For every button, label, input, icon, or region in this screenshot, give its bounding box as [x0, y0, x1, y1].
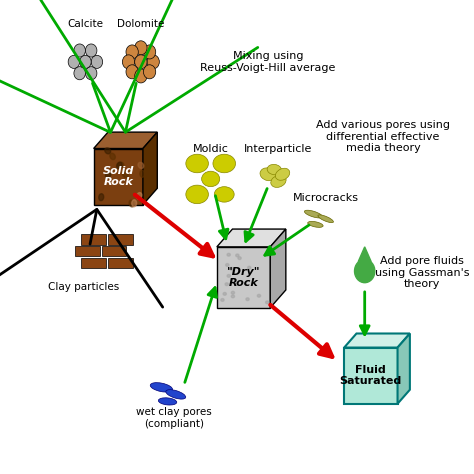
Ellipse shape	[231, 295, 235, 298]
Text: Microcracks: Microcracks	[292, 193, 359, 203]
Circle shape	[135, 55, 147, 69]
Ellipse shape	[226, 264, 229, 266]
Polygon shape	[217, 247, 270, 308]
Ellipse shape	[308, 221, 323, 228]
Text: Dolomite: Dolomite	[117, 19, 164, 29]
Ellipse shape	[221, 299, 224, 301]
FancyBboxPatch shape	[108, 234, 133, 245]
Ellipse shape	[137, 192, 142, 199]
Text: Add pore fluids
using Gassman's
theory: Add pore fluids using Gassman's theory	[375, 256, 469, 289]
Circle shape	[135, 69, 147, 83]
Circle shape	[74, 67, 85, 80]
Ellipse shape	[213, 154, 236, 173]
Polygon shape	[398, 334, 410, 404]
Ellipse shape	[275, 168, 290, 180]
Ellipse shape	[246, 298, 249, 301]
Ellipse shape	[247, 266, 251, 269]
FancyBboxPatch shape	[82, 234, 106, 245]
Polygon shape	[143, 132, 157, 205]
Polygon shape	[94, 148, 143, 205]
Circle shape	[144, 45, 156, 59]
Ellipse shape	[238, 257, 241, 260]
Text: Calcite: Calcite	[67, 19, 103, 29]
Ellipse shape	[106, 172, 111, 178]
Circle shape	[85, 67, 97, 80]
Ellipse shape	[227, 274, 230, 277]
Ellipse shape	[201, 171, 220, 187]
Ellipse shape	[158, 398, 177, 405]
Ellipse shape	[186, 185, 209, 204]
Ellipse shape	[129, 200, 134, 207]
Ellipse shape	[150, 383, 173, 392]
Ellipse shape	[105, 148, 110, 154]
Ellipse shape	[117, 162, 122, 169]
Circle shape	[135, 41, 147, 55]
Circle shape	[126, 65, 138, 79]
Ellipse shape	[223, 292, 227, 295]
FancyBboxPatch shape	[75, 246, 100, 256]
Ellipse shape	[166, 390, 186, 399]
Ellipse shape	[225, 283, 228, 286]
Text: Solid
Rock: Solid Rock	[102, 166, 134, 187]
Ellipse shape	[267, 164, 282, 175]
Ellipse shape	[122, 171, 128, 178]
FancyBboxPatch shape	[82, 258, 106, 268]
Circle shape	[80, 55, 91, 68]
Circle shape	[91, 55, 103, 68]
Text: Add various pores using
differential effective
media theory: Add various pores using differential eff…	[316, 120, 450, 154]
Text: "Dry"
Rock: "Dry" Rock	[227, 266, 260, 288]
Circle shape	[74, 44, 85, 57]
Circle shape	[68, 55, 80, 68]
Polygon shape	[358, 247, 371, 262]
Ellipse shape	[236, 254, 239, 257]
Polygon shape	[217, 229, 286, 247]
Ellipse shape	[231, 292, 235, 294]
Polygon shape	[270, 229, 286, 308]
Polygon shape	[344, 347, 398, 404]
FancyBboxPatch shape	[102, 246, 127, 256]
Ellipse shape	[265, 301, 269, 304]
Circle shape	[126, 45, 138, 59]
Ellipse shape	[318, 215, 333, 223]
Ellipse shape	[138, 162, 144, 168]
Circle shape	[85, 44, 97, 57]
Circle shape	[144, 65, 156, 79]
Ellipse shape	[99, 194, 104, 201]
Ellipse shape	[271, 175, 286, 187]
Ellipse shape	[186, 154, 209, 173]
Polygon shape	[94, 132, 157, 148]
Circle shape	[355, 259, 375, 283]
Text: Interparticle: Interparticle	[244, 144, 313, 154]
Text: Mixing using
Reuss-Voigt-Hill average: Mixing using Reuss-Voigt-Hill average	[201, 51, 336, 73]
Ellipse shape	[118, 162, 124, 168]
Circle shape	[122, 55, 135, 69]
Ellipse shape	[140, 170, 145, 177]
Text: wet clay pores
(compliant): wet clay pores (compliant)	[136, 407, 211, 428]
Ellipse shape	[230, 267, 233, 270]
Text: Fluid
Saturated: Fluid Saturated	[340, 365, 402, 386]
Ellipse shape	[257, 294, 261, 297]
Ellipse shape	[304, 210, 322, 218]
Circle shape	[147, 55, 159, 69]
FancyBboxPatch shape	[108, 258, 133, 268]
Text: Clay particles: Clay particles	[48, 282, 119, 292]
Ellipse shape	[260, 168, 276, 181]
Text: Moldic: Moldic	[193, 144, 228, 154]
Ellipse shape	[110, 153, 115, 160]
Ellipse shape	[214, 187, 234, 202]
Polygon shape	[344, 334, 410, 347]
Ellipse shape	[227, 253, 230, 256]
Ellipse shape	[132, 200, 137, 207]
